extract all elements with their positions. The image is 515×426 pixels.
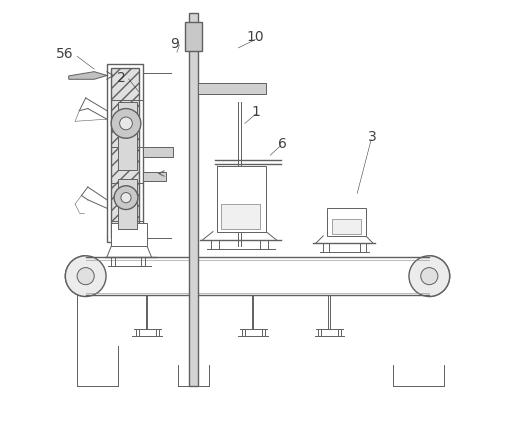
- Bar: [217, 167, 266, 232]
- Bar: [328, 209, 366, 236]
- Text: 56: 56: [56, 47, 73, 61]
- Text: 6: 6: [278, 136, 286, 150]
- Bar: [198, 84, 266, 95]
- Bar: [189, 14, 198, 386]
- Circle shape: [65, 256, 106, 297]
- Bar: [117, 103, 136, 171]
- Circle shape: [111, 109, 141, 139]
- Circle shape: [409, 256, 450, 297]
- Bar: [332, 219, 362, 234]
- Text: 9: 9: [170, 37, 179, 51]
- Circle shape: [421, 268, 438, 285]
- Bar: [111, 224, 147, 247]
- Text: 2: 2: [117, 71, 126, 84]
- Bar: [143, 173, 166, 181]
- Bar: [117, 179, 136, 230]
- Text: 1: 1: [251, 104, 260, 118]
- Bar: [143, 147, 173, 158]
- Circle shape: [121, 193, 131, 203]
- Circle shape: [77, 268, 94, 285]
- Bar: [107, 65, 143, 243]
- Text: 10: 10: [247, 30, 264, 44]
- Bar: [184, 23, 202, 52]
- Circle shape: [114, 186, 138, 210]
- Text: 3: 3: [368, 130, 376, 144]
- Circle shape: [119, 118, 132, 130]
- Polygon shape: [68, 72, 107, 80]
- Bar: [221, 204, 260, 230]
- Bar: [111, 69, 139, 239]
